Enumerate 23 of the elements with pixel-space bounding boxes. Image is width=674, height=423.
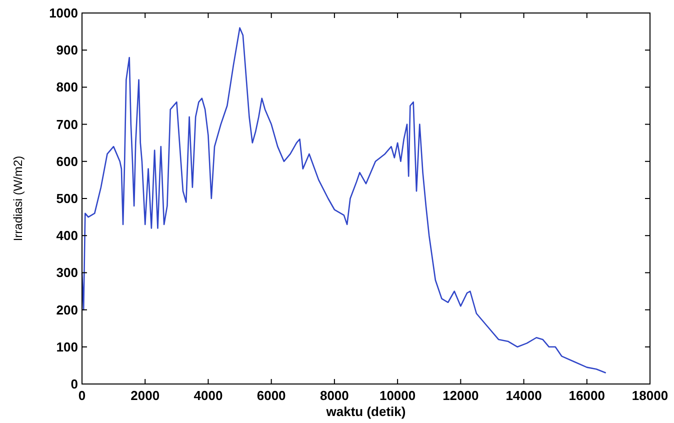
line-series [81, 27, 606, 374]
y-tick-label: 400 [56, 228, 78, 244]
y-tick-label: 800 [56, 80, 78, 95]
x-tick-label: 10000 [379, 388, 416, 403]
y-tick-label: 900 [56, 42, 78, 58]
x-axis-title: waktu (detik) [325, 404, 406, 419]
y-tick-label: 1000 [49, 6, 78, 20]
y-tick-label: 0 [70, 376, 78, 392]
y-tick-label: 200 [56, 302, 78, 318]
y-tick-label: 100 [56, 339, 78, 354]
x-tick-label: 18000 [632, 388, 668, 403]
y-tick-label: 500 [56, 191, 78, 206]
x-tick-label: 2000 [130, 388, 160, 403]
x-tick-label: 14000 [506, 388, 542, 403]
x-tick-label: 16000 [568, 388, 605, 403]
x-tick-label: 8000 [320, 388, 349, 403]
x-tick-label: 6000 [256, 388, 286, 403]
x-tick-label: 12000 [442, 388, 479, 403]
y-tick-label: 700 [56, 116, 78, 132]
y-tick-label: 300 [56, 265, 78, 280]
x-tick-label: 4000 [194, 388, 223, 403]
y-axis-title: Irradiasi (W/m2) [11, 156, 25, 242]
y-tick-label: 600 [56, 154, 78, 169]
